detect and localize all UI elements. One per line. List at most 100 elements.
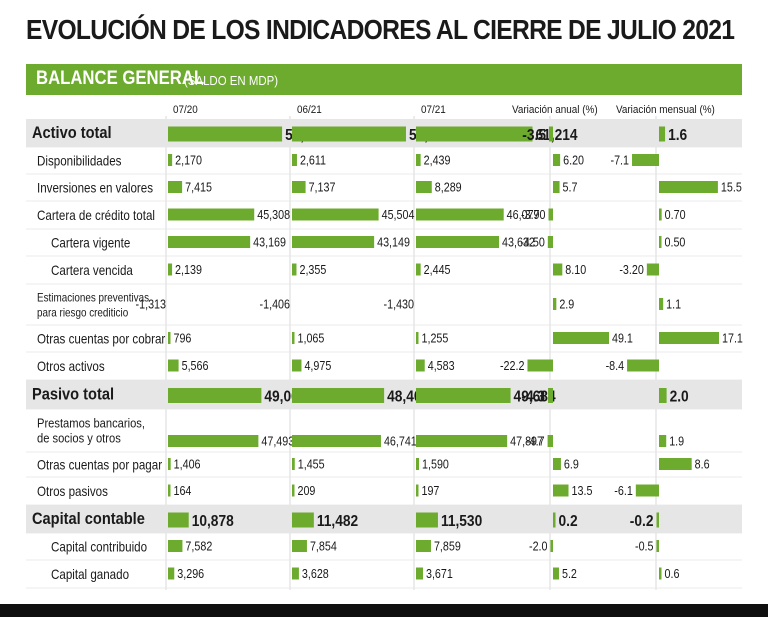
banner-background bbox=[26, 64, 742, 95]
value-anual: 5.2 bbox=[562, 567, 577, 581]
bar-0721 bbox=[416, 484, 419, 497]
row-label: Capital contribuido bbox=[51, 540, 147, 555]
bar-0621 bbox=[292, 458, 295, 470]
value-0721: 11,530 bbox=[441, 512, 482, 530]
column-header-mensual: Variación mensual (%) bbox=[616, 104, 715, 116]
value-0621: 1,065 bbox=[298, 332, 325, 346]
row-label: Otras cuentas por pagar bbox=[37, 458, 162, 473]
row-label: Cartera vigente bbox=[51, 236, 130, 251]
value-0721: 47,897 bbox=[510, 435, 543, 449]
bar-mensual bbox=[632, 154, 659, 166]
bar-0721 bbox=[416, 332, 419, 344]
bar-mensual bbox=[659, 458, 692, 470]
bar-0721 bbox=[416, 208, 504, 221]
bar-mensual bbox=[659, 388, 667, 403]
bar-0720 bbox=[168, 388, 262, 403]
value-anual: -3.90 bbox=[521, 208, 546, 222]
bar-0721 bbox=[416, 567, 423, 580]
value-anual: 8.10 bbox=[565, 263, 586, 277]
bar-mensual bbox=[659, 126, 666, 142]
row-label: Capital contable bbox=[32, 510, 145, 528]
bar-0720 bbox=[168, 126, 283, 142]
value-0721: 2,445 bbox=[424, 263, 451, 277]
value-0721: 1,590 bbox=[422, 458, 449, 472]
value-0721: 43,632 bbox=[502, 236, 535, 250]
value-mensual: 1.6 bbox=[668, 126, 687, 144]
banner-title: BALANCE GENERAL bbox=[36, 68, 205, 89]
value-mensual: 0.50 bbox=[664, 236, 685, 250]
value-mensual: -0.5 bbox=[635, 540, 654, 554]
value-0621: 11,482 bbox=[317, 512, 358, 530]
bar-anual bbox=[553, 298, 557, 310]
value-anual: -2.0 bbox=[529, 540, 548, 554]
bar-0720 bbox=[168, 567, 175, 580]
value-0721: 7,859 bbox=[434, 540, 461, 554]
value-anual: 6.9 bbox=[564, 458, 579, 472]
bar-anual bbox=[548, 388, 553, 403]
row-label: Activo total bbox=[32, 124, 112, 142]
row-label: Cartera vencida bbox=[51, 263, 133, 278]
value-0621: 209 bbox=[298, 484, 316, 498]
value-0721: 49,684 bbox=[514, 388, 557, 406]
value-0621: 2,355 bbox=[299, 263, 326, 277]
bar-mensual bbox=[659, 181, 718, 193]
bar-mensual bbox=[659, 298, 664, 310]
value-mensual: -8.4 bbox=[606, 359, 625, 373]
bar-anual bbox=[527, 359, 553, 372]
bar-mensual bbox=[656, 540, 659, 552]
value-0720: 164 bbox=[174, 484, 192, 498]
row-label: Inversiones en valores bbox=[37, 181, 153, 196]
bar-0621 bbox=[292, 263, 297, 276]
bar-mensual bbox=[659, 236, 662, 248]
value-mensual: 17.1 bbox=[722, 332, 743, 346]
bar-0721 bbox=[416, 126, 533, 142]
value-anual: -3.5 bbox=[522, 126, 546, 144]
bar-0621 bbox=[292, 359, 302, 372]
bar-anual bbox=[548, 126, 553, 142]
value-0721: 4,583 bbox=[428, 359, 455, 373]
bar-0720 bbox=[168, 181, 183, 193]
value-0621: 2,611 bbox=[300, 154, 326, 168]
bar-0720 bbox=[168, 154, 173, 166]
value-anual: -4.7 bbox=[526, 435, 545, 449]
value-0720: 2,170 bbox=[175, 154, 202, 168]
value-anual: 0.2 bbox=[559, 512, 578, 530]
bar-0621 bbox=[292, 540, 307, 552]
bar-0721 bbox=[416, 435, 508, 447]
value-anual: -4.50 bbox=[520, 236, 545, 250]
page-title: EVOLUCIÓN DE LOS INDICADORES AL CIERRE D… bbox=[26, 14, 735, 45]
column-header-0621: 06/21 bbox=[297, 104, 322, 116]
bar-mensual bbox=[656, 512, 659, 528]
bar-anual bbox=[553, 567, 559, 580]
bar-anual bbox=[553, 263, 563, 276]
bar-0721 bbox=[416, 181, 432, 193]
value-mensual: 2.0 bbox=[670, 388, 689, 406]
value-mensual: -7.1 bbox=[611, 154, 630, 168]
row-label: Pasivo total bbox=[32, 386, 114, 404]
bar-0720 bbox=[168, 435, 259, 447]
row-label: Prestamos bancarios, bbox=[37, 416, 145, 431]
value-mensual: 0.6 bbox=[664, 567, 679, 581]
bar-anual bbox=[550, 540, 553, 552]
value-0720: 3,296 bbox=[177, 567, 204, 581]
value-mensual: 15.5 bbox=[721, 181, 742, 195]
value-mensual: 0.70 bbox=[665, 208, 686, 222]
bar-mensual bbox=[659, 332, 719, 344]
value-mensual: 1.9 bbox=[669, 435, 684, 449]
row-label: Otros activos bbox=[37, 359, 105, 374]
value-0720: 47,493 bbox=[261, 435, 294, 449]
bar-mensual bbox=[635, 484, 659, 497]
row-label: Disponibilidades bbox=[37, 154, 121, 169]
row-label: Capital ganado bbox=[51, 567, 129, 582]
value-0720: 2,139 bbox=[175, 263, 202, 277]
bar-0720 bbox=[168, 263, 173, 276]
value-0721: 8,289 bbox=[435, 181, 462, 195]
bar-0721 bbox=[416, 359, 425, 372]
value-anual: 49.1 bbox=[612, 332, 633, 346]
bar-0721 bbox=[416, 540, 431, 552]
value-0720: 43,169 bbox=[253, 236, 286, 250]
bar-0720 bbox=[168, 512, 189, 528]
row-label: Otros pasivos bbox=[37, 484, 108, 499]
value-mensual: 1.1 bbox=[666, 298, 681, 312]
